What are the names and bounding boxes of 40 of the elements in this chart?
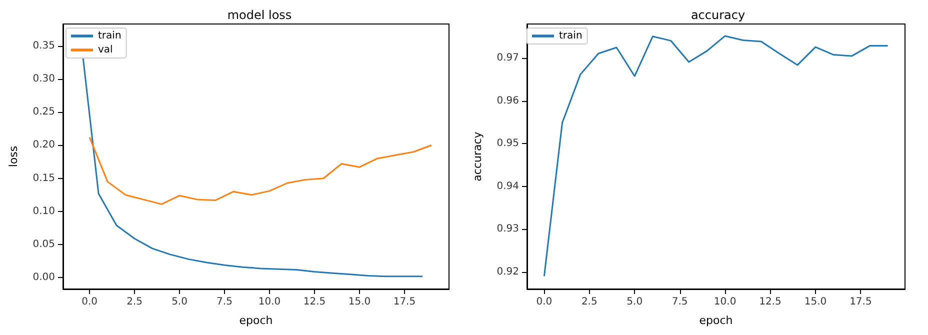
y-axis-title: loss (7, 146, 20, 168)
x-tick-label: 17.5 (850, 296, 872, 308)
y-tick-label: 0.93 (496, 224, 519, 235)
y-tick-label: 0.20 (32, 140, 55, 151)
x-tick-label: 10.0 (258, 296, 281, 308)
x-tick-label: 0.0 (536, 296, 552, 308)
legend-label: val (98, 44, 113, 56)
x-tick-label: 15.0 (348, 296, 371, 308)
y-tick-label: 0.95 (496, 138, 519, 150)
line-series (88, 136, 432, 205)
y-tick-label: 0.25 (32, 106, 55, 118)
chart-title: model loss (227, 8, 292, 22)
x-axis-title: epoch (239, 314, 273, 327)
chart-title: accuracy (690, 8, 746, 22)
x-tick-label: 5.0 (172, 296, 188, 308)
y-tick-label: 0.94 (496, 180, 519, 192)
y-tick-label: 0.96 (496, 95, 519, 106)
y-tick-label: 0.35 (32, 40, 55, 52)
x-tick-label: 0.0 (82, 296, 98, 308)
x-tick-label: 2.5 (126, 296, 142, 308)
y-tick-label: 0.92 (496, 266, 519, 278)
x-tick-label: 12.5 (759, 296, 782, 308)
y-tick-label: 0.30 (32, 73, 55, 84)
y-tick-label: 0.05 (32, 239, 55, 250)
y-tick-label: 0.00 (32, 272, 55, 284)
y-tick-label: 0.10 (32, 206, 55, 217)
y-axis-title: accuracy (471, 131, 484, 182)
x-tick-label: 2.5 (581, 296, 598, 308)
legend-label: train (559, 30, 582, 42)
x-tick-label: 5.0 (626, 296, 643, 308)
x-axis-title: epoch (699, 314, 733, 327)
x-tick-label: 7.5 (672, 296, 688, 308)
x-tick-label: 15.0 (804, 296, 827, 308)
legend-label: train (98, 30, 122, 42)
x-tick-label: 10.0 (714, 296, 736, 308)
x-tick-label: 7.5 (216, 296, 232, 308)
x-tick-label: 17.5 (393, 296, 416, 308)
y-tick-label: 0.97 (496, 52, 519, 64)
x-tick-label: 12.5 (303, 296, 326, 308)
y-tick-label: 0.15 (32, 172, 55, 184)
